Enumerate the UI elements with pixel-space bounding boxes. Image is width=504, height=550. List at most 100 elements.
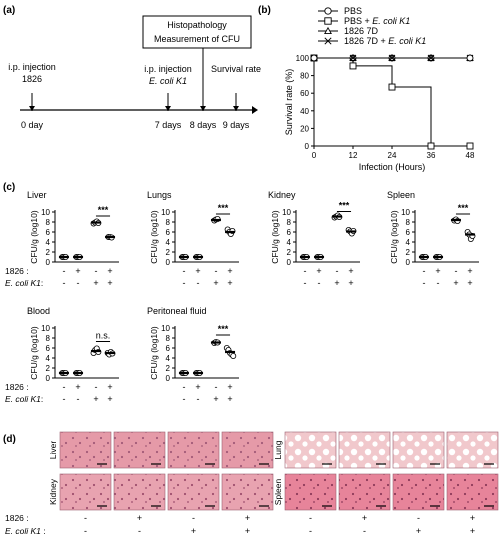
histology-panel — [338, 473, 391, 511]
cfu-y-tick-label: 2 — [166, 364, 171, 373]
cfu-y-tick-label: 2 — [406, 248, 411, 257]
cfu-y-tick-label: 6 — [46, 344, 51, 353]
survival-point — [310, 54, 318, 62]
histology-sign: + — [245, 526, 250, 536]
condition-sign: + — [107, 278, 112, 288]
cfu-title: Spleen — [387, 190, 415, 200]
histology-panel — [446, 473, 499, 511]
timeline-top-label: Survival rate — [211, 64, 261, 74]
histology-sign: - — [363, 526, 366, 536]
survival-point — [427, 54, 435, 62]
panel-label-a: (a) — [3, 5, 15, 16]
survival-point — [388, 54, 396, 62]
cfu-y-tick-label: 8 — [287, 218, 292, 227]
histology-row-label: Lung — [273, 440, 283, 459]
histology-sign: + — [416, 526, 421, 536]
legend-marker — [324, 7, 332, 15]
legend-marker — [324, 26, 332, 35]
survival-point — [427, 142, 435, 150]
histology-sign: + — [470, 513, 475, 523]
condition-sign: + — [195, 382, 200, 392]
cfu-y-tick-label: 2 — [46, 364, 51, 373]
cfu-y-label: CFU/g (log10) — [29, 210, 39, 264]
cfu-y-tick-label: 6 — [166, 344, 171, 353]
histology-sign: - — [309, 526, 312, 536]
cfu-y-tick-label: 0 — [406, 258, 411, 267]
condition-sign: - — [182, 266, 185, 276]
timeline-top-label: 1826 — [22, 74, 42, 84]
legend-label: 1826 7D — [344, 26, 379, 36]
cfu-sig-label: *** — [218, 324, 229, 334]
legend-label: 1826 7D + E. coli K1 — [344, 36, 426, 46]
cfu-y-tick-label: 8 — [166, 334, 171, 343]
marker-stroke — [349, 54, 357, 62]
cfu-y-tick-label: 10 — [41, 324, 50, 333]
condition-sign: - — [303, 278, 306, 288]
survival-x-tick-label: 48 — [466, 151, 475, 160]
condition-sign: + — [75, 266, 80, 276]
condition-sign: + — [227, 382, 232, 392]
cfu-y-tick-label: 0 — [46, 374, 51, 383]
histology-sign: - — [192, 513, 195, 523]
condition-sign: + — [93, 394, 98, 404]
condition-row-label: 1826 : — [5, 382, 29, 392]
cfu-title: Lungs — [147, 190, 172, 200]
legend-marker — [324, 17, 332, 25]
survival-point — [466, 54, 474, 62]
histology-panel — [167, 431, 220, 469]
timeline-label: 8 days — [190, 120, 217, 130]
cfu-y-label: CFU/g (log10) — [270, 210, 280, 264]
cfu-point — [230, 352, 237, 359]
condition-sign: - — [437, 278, 440, 288]
condition-sign: - — [62, 382, 65, 392]
condition-sign: - — [77, 278, 80, 288]
cfu-y-tick-label: 2 — [46, 248, 51, 257]
cfu-y-tick-label: 8 — [166, 218, 171, 227]
cfu-y-tick-label: 10 — [161, 208, 170, 217]
condition-sign: + — [467, 266, 472, 276]
cfu-y-tick-label: 6 — [406, 228, 411, 237]
histology-sign: - — [417, 513, 420, 523]
condition-sign: - — [454, 266, 457, 276]
cfu-y-tick-label: 4 — [166, 238, 171, 247]
cfu-y-tick-label: 2 — [166, 248, 171, 257]
condition-sign: - — [197, 278, 200, 288]
condition-sign: + — [227, 394, 232, 404]
cfu-y-tick-label: 0 — [166, 258, 171, 267]
histology-sign: + — [362, 513, 367, 523]
histology-sign: - — [138, 526, 141, 536]
histology-panel — [284, 431, 337, 469]
cfu-y-label: CFU/g (log10) — [29, 326, 39, 380]
survival-y-tick-label: 40 — [300, 107, 309, 116]
condition-sign: - — [94, 266, 97, 276]
cfu-sig-label: *** — [98, 205, 109, 215]
timeline-label: 0 day — [21, 120, 44, 130]
histology-sign: - — [309, 513, 312, 523]
cfu-y-tick-label: 4 — [406, 238, 411, 247]
survival-y-tick-label: 60 — [300, 89, 309, 98]
timeline-arrowhead — [252, 106, 258, 114]
cfu-y-tick-label: 0 — [166, 374, 171, 383]
histology-panel — [113, 431, 166, 469]
histology-sign: + — [191, 526, 196, 536]
panel-label-d: (d) — [3, 434, 16, 445]
condition-sign: + — [227, 278, 232, 288]
survival-point — [466, 142, 474, 150]
cfu-y-tick-label: 6 — [46, 228, 51, 237]
survival-x-label: Infection (Hours) — [359, 162, 426, 172]
condition-sign: + — [334, 278, 339, 288]
histology-panel — [167, 473, 220, 511]
timeline-event-arrowhead — [200, 106, 206, 111]
cfu-y-tick-label: 0 — [46, 258, 51, 267]
condition-sign: + — [467, 278, 472, 288]
condition-sign: - — [214, 266, 217, 276]
condition-sign: + — [348, 266, 353, 276]
marker-stroke — [388, 54, 396, 62]
condition-sign: - — [197, 394, 200, 404]
panel-label-b: (b) — [258, 5, 271, 16]
condition-sign: + — [435, 266, 440, 276]
condition-sign: + — [107, 266, 112, 276]
cfu-y-tick-label: 8 — [46, 334, 51, 343]
condition-sign: + — [227, 266, 232, 276]
survival-y-tick-label: 80 — [300, 72, 309, 81]
